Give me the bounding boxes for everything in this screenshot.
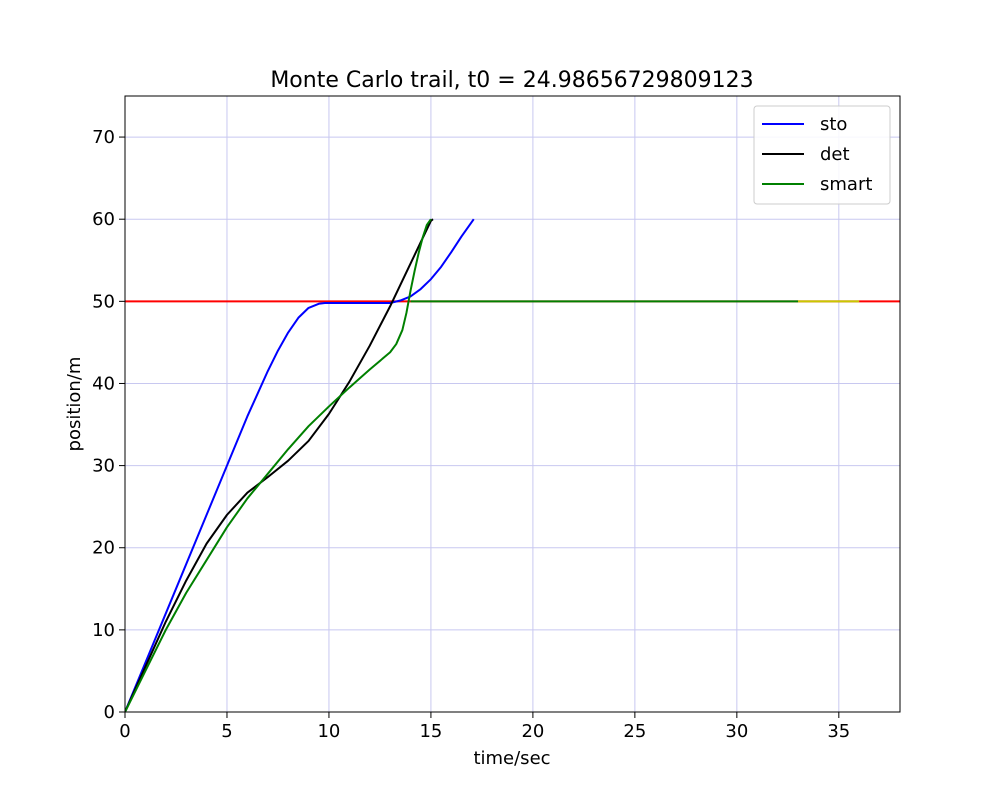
y-tick-label: 50 <box>92 291 115 312</box>
legend-label-smart: smart <box>820 174 872 195</box>
y-axis-label: position/m <box>64 357 85 452</box>
y-axis: 0 10 20 30 40 50 60 70 <box>92 127 125 723</box>
legend-label-det: det <box>820 144 850 165</box>
chart-title: Monte Carlo trail, t0 = 24.9865672980912… <box>270 68 753 93</box>
series-line-sto <box>125 218 475 712</box>
plot-frame <box>124 95 901 713</box>
x-tick-label: 20 <box>521 721 544 742</box>
x-tick-label: 30 <box>725 721 748 742</box>
plot-lines <box>125 218 900 712</box>
y-tick-label: 20 <box>92 538 115 559</box>
series-line-smart <box>125 218 432 712</box>
x-tick-label: 35 <box>827 721 850 742</box>
y-tick-label: 0 <box>104 702 115 723</box>
y-tick-label: 70 <box>92 127 115 148</box>
legend-label-sto: sto <box>820 114 847 135</box>
x-tick-label: 5 <box>221 721 232 742</box>
x-tick-label: 25 <box>623 721 646 742</box>
y-tick-label: 40 <box>92 373 115 394</box>
y-tick-label: 10 <box>92 620 115 641</box>
x-tick-label: 15 <box>419 721 442 742</box>
x-tick-label: 0 <box>119 721 130 742</box>
x-axis-label: time/sec <box>473 748 550 769</box>
series-line-det <box>125 218 434 712</box>
y-tick-label: 30 <box>92 456 115 477</box>
y-tick-label: 60 <box>92 209 115 230</box>
legend: sto det smart <box>753 105 891 205</box>
x-axis: 0 5 10 15 20 25 30 35 <box>119 712 850 742</box>
legend-box <box>753 105 891 205</box>
x-tick-label: 10 <box>317 721 340 742</box>
